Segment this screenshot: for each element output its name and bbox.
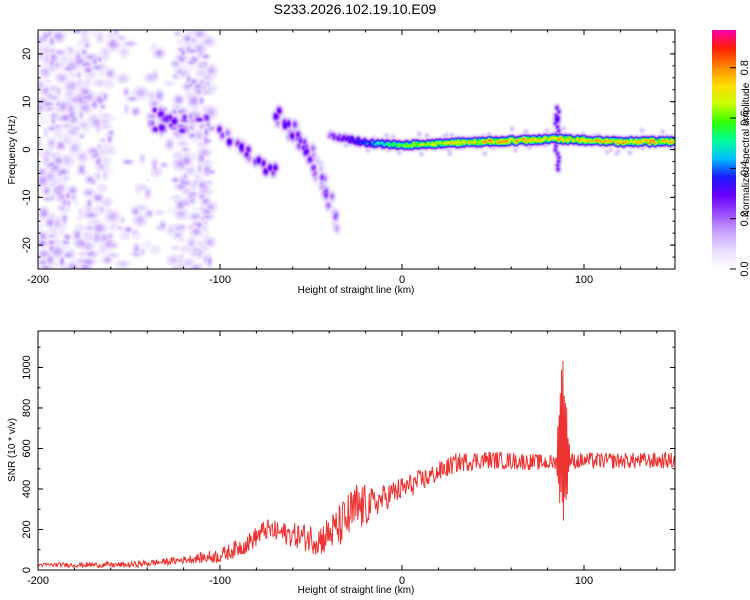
snr-x-tick-label: -200: [27, 575, 49, 587]
snr-x-label: Height of straight line (km): [298, 585, 415, 596]
spectrogram-x-tick-label: 100: [575, 274, 593, 286]
snr-x-ticks: -200 -100 0 100: [27, 331, 658, 587]
spectrogram-y-tick-label: -10: [21, 189, 33, 205]
snr-x-tick-label: 0: [399, 575, 405, 587]
colorbar: 0.0 0.2 0.4 0.6 0.8 Normalized spectral ampl…: [712, 30, 750, 277]
colorbar-tick-label: 0.2: [739, 211, 750, 226]
snr-x-tick-label: 100: [575, 575, 593, 587]
snr-panel: -200 -100 0 100 0 200 400 600 800 1000 Height of…: [7, 330, 676, 596]
snr-frame: [37, 330, 676, 571]
snr-y-tick-label: 200: [21, 520, 33, 538]
figure-title: S233.2026.102.19.10.E09: [274, 1, 437, 17]
spectrogram-heatmap: [38, 30, 675, 269]
colorbar-tick-label: 0.0: [739, 261, 750, 276]
spectrogram-y-tick-label: 20: [21, 48, 33, 60]
snr-y-tick-label: 400: [21, 480, 33, 498]
snr-y-tick-label: 800: [21, 399, 33, 417]
colorbar-label: Normalized spectral amplitude: [741, 82, 750, 217]
colorbar-gradient: [712, 30, 736, 269]
colorbar-tick-label: 0.4: [739, 161, 750, 176]
snr-y-ticks: 0 200 400 600 800 1000: [21, 346, 675, 573]
spectrogram-y-ticks: -20 -10 0 10 20: [21, 29, 675, 270]
spectrogram-x-tick-label: -100: [209, 274, 231, 286]
snr-y-tick-label: 600: [21, 439, 33, 457]
spectrogram-y-tick-label: 10: [21, 96, 33, 108]
colorbar-ticks: 0.0 0.2 0.4 0.6 0.8: [730, 60, 750, 277]
snr-y-tick-label: 1000: [21, 355, 33, 379]
snr-x-tick-label: -100: [209, 575, 231, 587]
colorbar-tick-label: 0.6: [739, 110, 750, 125]
spectrogram-y-label: Frequency (Hz): [7, 116, 18, 185]
spectrogram-x-label: Height of straight line (km): [298, 285, 415, 296]
spectrogram-x-ticks: -200 -100 0 100: [27, 30, 658, 286]
snr-y-label: SNR (10 * v/v): [7, 418, 18, 482]
spectrogram-x-tick-label: -200: [27, 274, 49, 286]
spectrogram-y-tick-label: 0: [21, 146, 33, 152]
snr-y-tick-label: 0: [21, 567, 33, 573]
spectrogram-x-tick-label: 0: [399, 274, 405, 286]
colorbar-tick-label: 0.8: [739, 60, 750, 75]
snr-series-line: [37, 360, 676, 569]
spectrogram-y-tick-label: -20: [21, 237, 33, 253]
